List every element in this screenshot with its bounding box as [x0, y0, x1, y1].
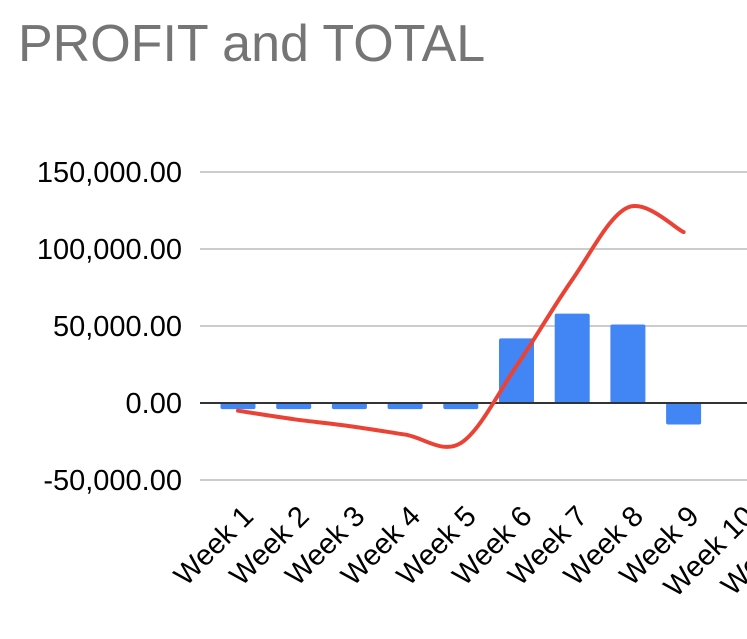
y-axis-tick-labels: -50,000.00 0.00 50,000.00 100,000.00 150,000… [37, 157, 182, 497]
bar [443, 403, 479, 410]
total-line [236, 204, 686, 449]
bar [554, 313, 590, 403]
y-tick-label: 50,000.00 [53, 311, 182, 343]
bar [331, 403, 367, 410]
y-tick-label: -50,000.00 [43, 465, 182, 497]
bar [666, 403, 702, 425]
y-tick-label: 150,000.00 [37, 157, 182, 189]
bar [387, 403, 423, 410]
bar [610, 324, 646, 403]
gridlines [200, 171, 747, 481]
chart-title: PROFIT and TOTAL [18, 15, 486, 73]
bar-series [220, 313, 702, 425]
y-tick-label: 0.00 [126, 388, 182, 420]
y-tick-label: 100,000.00 [37, 234, 182, 266]
line-series [236, 204, 686, 449]
bar [220, 403, 256, 410]
bar [276, 403, 312, 410]
